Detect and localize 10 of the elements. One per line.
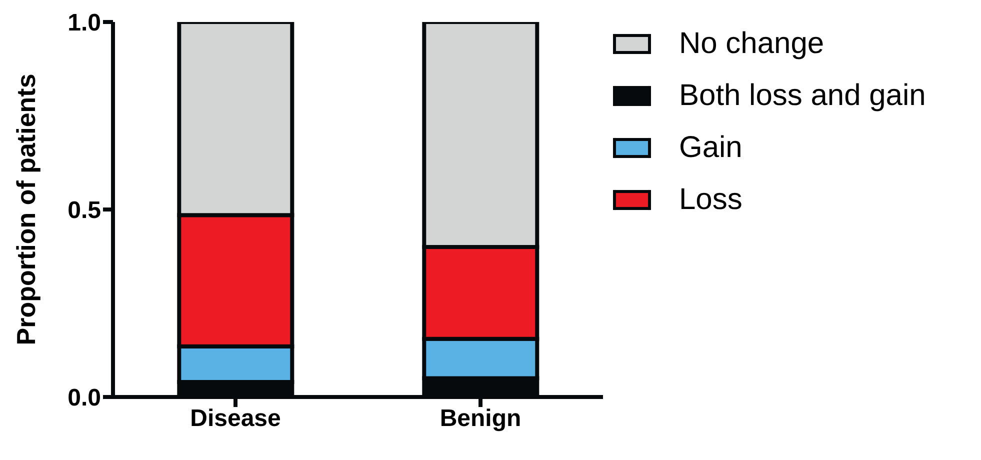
y-tick-label: 1.0 xyxy=(68,10,101,37)
legend-label: Both loss and gain xyxy=(679,79,926,113)
legend-label: Loss xyxy=(679,183,742,217)
y-axis-title: Proportion of patients xyxy=(11,74,42,346)
legend-label: No change xyxy=(679,27,824,61)
legend-label: Gain xyxy=(679,131,742,165)
y-tick-label: 0.5 xyxy=(68,197,101,224)
y-tick-label: 0.0 xyxy=(68,384,101,412)
x-tick-label: Disease xyxy=(190,405,281,432)
x-tick-label: Benign xyxy=(440,405,522,432)
